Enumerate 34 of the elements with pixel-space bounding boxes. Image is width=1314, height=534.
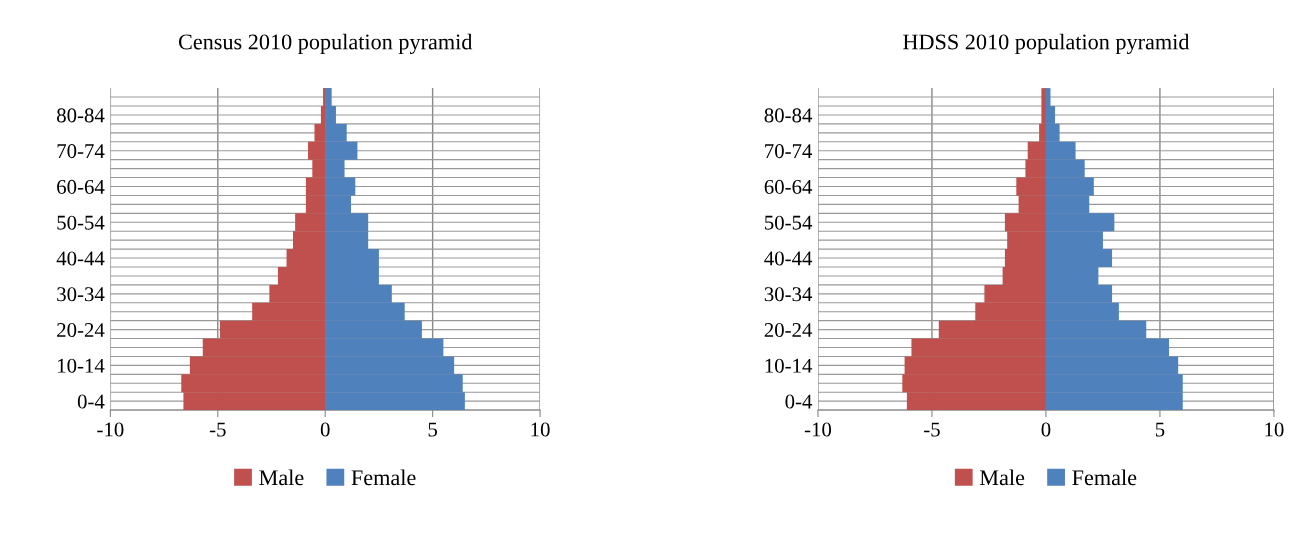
y-tick-label: 60-64 xyxy=(764,179,813,194)
y-tick-label: 50-54 xyxy=(765,215,813,230)
x-tick-label: 10 xyxy=(531,422,550,437)
x-tick-label: -10 xyxy=(97,422,124,437)
y-tick-label: 10-14 xyxy=(765,358,813,373)
legend-label: Male xyxy=(259,469,304,486)
y-tick-label: 40-44 xyxy=(764,251,813,266)
chart-title: HDSS 2010 population pyramid xyxy=(903,33,1190,55)
x-tick-label: 0 xyxy=(320,422,330,437)
y-tick-label: 10-14 xyxy=(58,358,105,373)
x-tick-label: -5 xyxy=(924,422,940,437)
x-tick-label: 5 xyxy=(428,422,438,437)
chart-title: Census 2010 population pyramid xyxy=(178,33,473,55)
y-tick-label: 80-84 xyxy=(57,108,105,123)
y-tick-label: 30-34 xyxy=(764,287,813,302)
x-tick-label: 0 xyxy=(1041,422,1051,437)
y-tick-label: 70-74 xyxy=(57,144,105,159)
legend-label: Female xyxy=(351,469,416,486)
y-tick-label: 80-84 xyxy=(764,108,813,123)
y-tick-label: 0-4 xyxy=(77,394,105,409)
legend-label: Female xyxy=(1072,469,1137,486)
x-tick-label: 10 xyxy=(1265,422,1284,437)
legend-label: Male xyxy=(979,469,1025,486)
y-tick-label: 50-54 xyxy=(57,215,105,230)
x-tick-label: -10 xyxy=(804,422,832,437)
x-tick-label: -5 xyxy=(209,422,226,437)
y-tick-label: 70-74 xyxy=(765,144,813,159)
y-tick-label: 20-24 xyxy=(57,322,105,338)
x-tick-label: 5 xyxy=(1155,422,1165,437)
y-tick-label: 20-24 xyxy=(764,322,813,338)
y-tick-label: 0-4 xyxy=(785,394,813,409)
y-tick-label: 40-44 xyxy=(56,251,105,266)
y-tick-label: 30-34 xyxy=(57,287,105,302)
y-tick-label: 60-64 xyxy=(57,179,105,194)
